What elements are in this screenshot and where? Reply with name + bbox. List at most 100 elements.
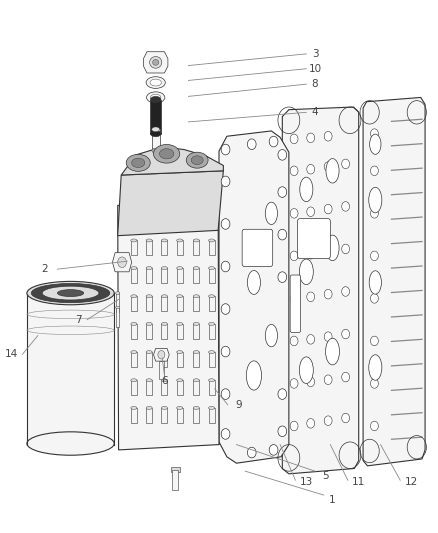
- Ellipse shape: [177, 295, 183, 298]
- Ellipse shape: [161, 295, 167, 298]
- Ellipse shape: [161, 379, 167, 382]
- Ellipse shape: [221, 346, 230, 357]
- Ellipse shape: [177, 379, 183, 382]
- Bar: [131, 380, 137, 395]
- Text: 6: 6: [161, 376, 168, 386]
- Ellipse shape: [342, 413, 350, 423]
- Ellipse shape: [161, 322, 167, 326]
- Ellipse shape: [177, 239, 183, 242]
- Ellipse shape: [208, 407, 215, 409]
- Bar: [193, 296, 199, 311]
- Ellipse shape: [326, 235, 339, 261]
- Ellipse shape: [27, 432, 114, 455]
- Ellipse shape: [324, 375, 332, 384]
- Ellipse shape: [369, 355, 382, 380]
- Ellipse shape: [193, 379, 199, 382]
- Ellipse shape: [265, 202, 278, 224]
- Bar: [146, 408, 152, 423]
- Polygon shape: [144, 52, 168, 73]
- Ellipse shape: [193, 351, 199, 353]
- Bar: [208, 408, 215, 423]
- Ellipse shape: [146, 322, 152, 326]
- Text: 3: 3: [312, 49, 318, 59]
- Ellipse shape: [371, 378, 378, 388]
- Text: 2: 2: [41, 264, 48, 274]
- Bar: [193, 352, 199, 367]
- Ellipse shape: [186, 152, 208, 168]
- Ellipse shape: [146, 295, 152, 298]
- Ellipse shape: [31, 284, 110, 303]
- Bar: [193, 324, 199, 339]
- Text: 1: 1: [329, 495, 336, 505]
- Ellipse shape: [150, 94, 161, 101]
- Bar: [208, 352, 215, 367]
- Bar: [177, 240, 183, 255]
- Ellipse shape: [246, 361, 261, 390]
- Ellipse shape: [159, 149, 174, 159]
- Ellipse shape: [221, 176, 230, 187]
- Ellipse shape: [342, 201, 350, 211]
- Polygon shape: [118, 203, 219, 450]
- Ellipse shape: [300, 177, 313, 201]
- Ellipse shape: [371, 251, 378, 261]
- Bar: [177, 408, 183, 423]
- Ellipse shape: [290, 294, 298, 303]
- Ellipse shape: [118, 257, 127, 268]
- Ellipse shape: [299, 357, 313, 383]
- Polygon shape: [283, 107, 359, 474]
- Bar: [161, 240, 167, 255]
- Ellipse shape: [146, 351, 152, 353]
- Ellipse shape: [131, 295, 137, 298]
- Bar: [146, 352, 152, 367]
- Ellipse shape: [161, 239, 167, 242]
- Ellipse shape: [324, 247, 332, 256]
- Ellipse shape: [278, 389, 287, 399]
- FancyBboxPatch shape: [242, 229, 273, 266]
- Ellipse shape: [278, 187, 287, 197]
- Ellipse shape: [193, 322, 199, 326]
- Ellipse shape: [146, 407, 152, 409]
- Polygon shape: [363, 98, 425, 466]
- Ellipse shape: [27, 281, 114, 305]
- Bar: [161, 296, 167, 311]
- Polygon shape: [218, 195, 237, 445]
- Bar: [193, 380, 199, 395]
- Bar: [177, 324, 183, 339]
- Bar: [161, 352, 167, 367]
- Ellipse shape: [278, 229, 287, 240]
- Text: 13: 13: [300, 477, 313, 487]
- Ellipse shape: [265, 325, 278, 347]
- Text: 7: 7: [75, 314, 82, 325]
- Ellipse shape: [177, 407, 183, 409]
- Ellipse shape: [307, 377, 314, 386]
- Ellipse shape: [369, 271, 381, 294]
- Ellipse shape: [191, 156, 203, 165]
- Ellipse shape: [131, 351, 137, 353]
- Ellipse shape: [152, 127, 159, 132]
- Ellipse shape: [193, 407, 199, 409]
- Bar: [116, 308, 120, 327]
- Ellipse shape: [342, 244, 350, 254]
- Ellipse shape: [307, 418, 314, 428]
- Ellipse shape: [269, 136, 278, 147]
- Ellipse shape: [161, 407, 167, 409]
- Ellipse shape: [247, 270, 261, 294]
- Ellipse shape: [177, 351, 183, 353]
- Ellipse shape: [324, 162, 332, 171]
- Ellipse shape: [146, 266, 152, 270]
- Ellipse shape: [193, 295, 199, 298]
- Text: 14: 14: [5, 349, 18, 359]
- Polygon shape: [153, 349, 169, 361]
- Bar: [116, 293, 120, 312]
- Bar: [161, 268, 167, 283]
- Bar: [193, 408, 199, 423]
- Bar: [177, 380, 183, 395]
- Ellipse shape: [269, 445, 278, 455]
- Text: 4: 4: [312, 107, 318, 117]
- Ellipse shape: [290, 336, 298, 346]
- Ellipse shape: [324, 132, 332, 141]
- Ellipse shape: [290, 134, 298, 144]
- Bar: [193, 240, 199, 255]
- Ellipse shape: [342, 287, 350, 296]
- Ellipse shape: [371, 166, 378, 175]
